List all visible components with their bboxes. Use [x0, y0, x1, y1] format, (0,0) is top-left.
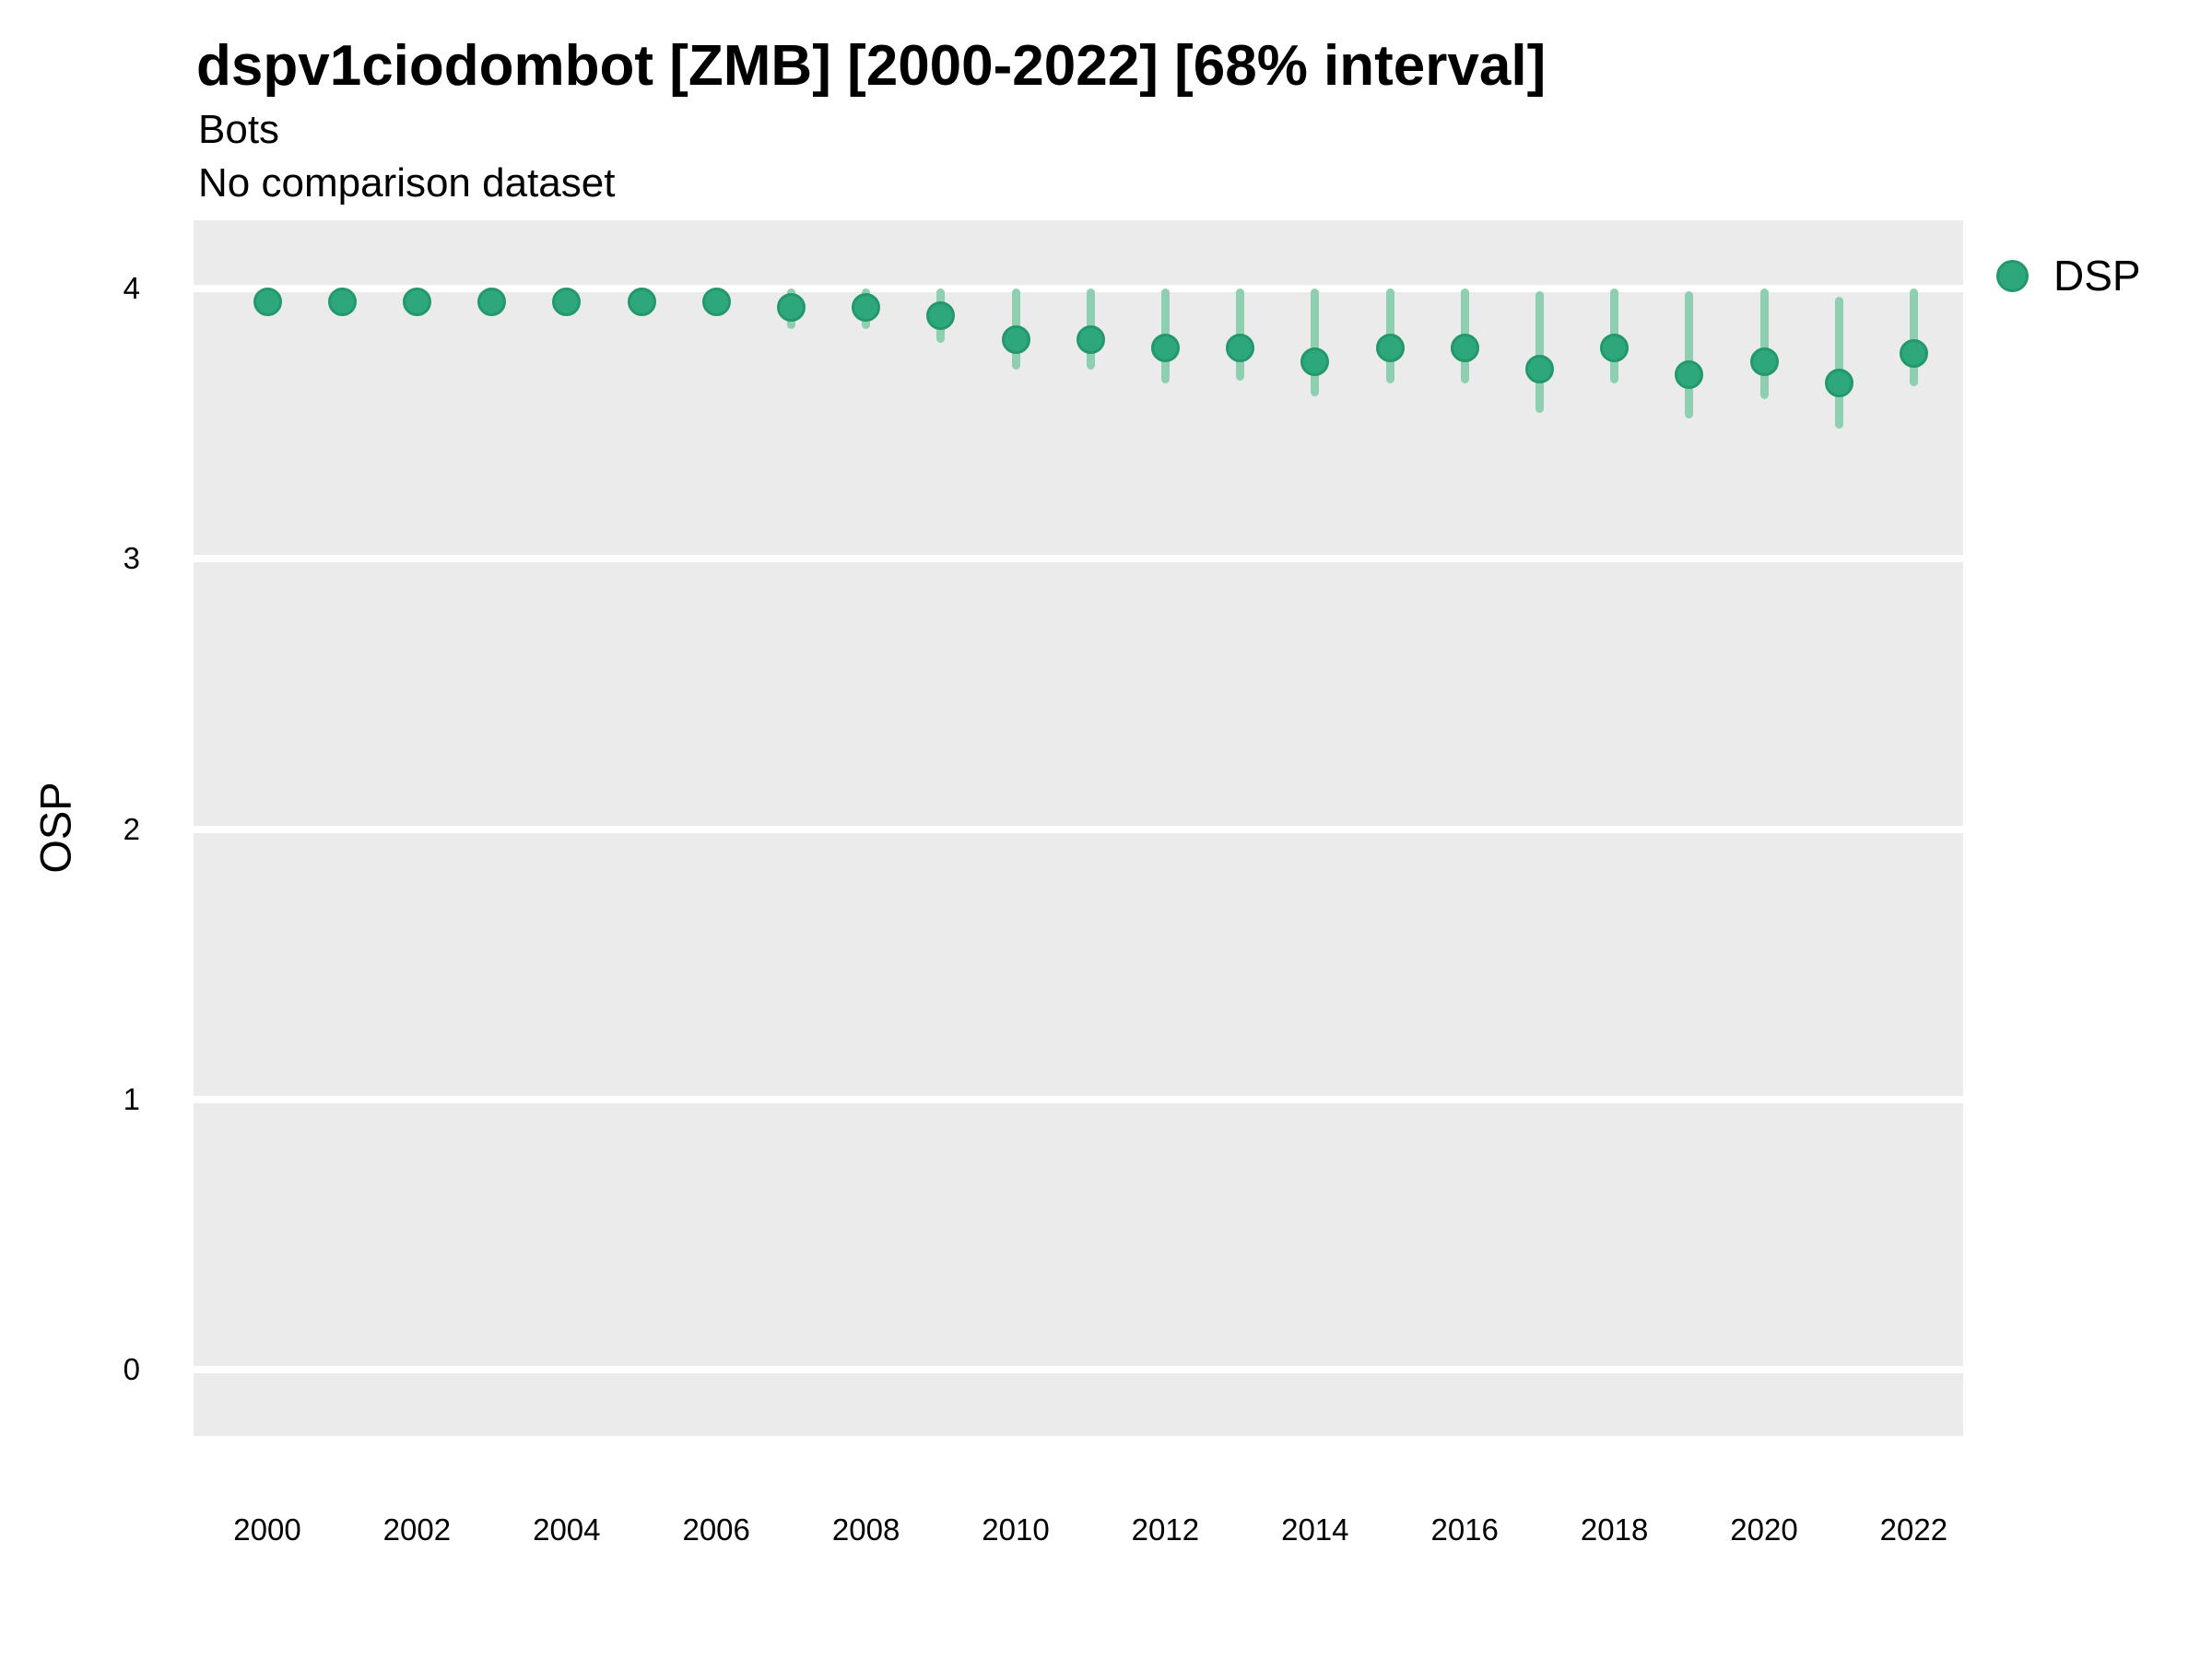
y-tick-0: 0 [123, 1352, 140, 1386]
data-point-2002 [402, 288, 431, 317]
chart-title: dspv1ciodombot [ZMB] [2000-2022] [68% in… [196, 34, 1547, 98]
data-point-2014 [1300, 347, 1330, 376]
data-point-2007 [776, 293, 806, 323]
x-tick-2010: 2010 [982, 1512, 1050, 1547]
gridline-y-3 [194, 555, 1963, 563]
data-point-2012 [1150, 334, 1180, 362]
interval-bar-2021 [1834, 296, 1843, 429]
gridline-y-4 [194, 285, 1963, 292]
x-tick-2012: 2012 [1131, 1512, 1200, 1547]
x-tick-2008: 2008 [831, 1512, 900, 1547]
x-tick-2018: 2018 [1580, 1512, 1649, 1547]
data-point-2022 [1899, 338, 1928, 368]
comparison-caption: No comparison dataset [198, 160, 616, 206]
interval-bar-2019 [1685, 290, 1694, 418]
x-tick-2000: 2000 [233, 1512, 301, 1547]
x-tick-2006: 2006 [682, 1512, 750, 1547]
interval-bar-2022 [1909, 288, 1918, 386]
x-tick-2004: 2004 [533, 1512, 601, 1547]
data-point-2017 [1524, 355, 1554, 384]
data-point-2010 [1001, 325, 1030, 355]
data-point-2005 [627, 288, 656, 317]
data-point-2003 [477, 288, 507, 317]
data-point-2020 [1749, 347, 1779, 376]
data-point-2016 [1450, 334, 1479, 362]
legend-point-icon [1996, 260, 2029, 292]
interval-bar-2014 [1311, 288, 1320, 397]
gridline-y-0 [194, 1366, 1963, 1373]
y-tick-2: 2 [123, 811, 140, 846]
x-tick-2002: 2002 [382, 1512, 452, 1547]
interval-bar-2020 [1759, 288, 1769, 400]
data-point-2004 [552, 288, 582, 317]
y-axis-title: OSP [30, 782, 80, 874]
data-point-2018 [1600, 334, 1630, 362]
data-point-2009 [926, 300, 956, 330]
y-tick-4: 4 [123, 271, 140, 305]
y-tick-3: 3 [123, 541, 140, 576]
chart-subtitle: Bots [198, 107, 280, 152]
interval-bar-2017 [1535, 290, 1544, 413]
x-tick-2016: 2016 [1430, 1512, 1499, 1547]
legend-label: DSP [2053, 252, 2141, 300]
data-point-2011 [1076, 325, 1105, 355]
x-tick-2014: 2014 [1281, 1512, 1349, 1547]
data-point-2013 [1226, 334, 1255, 362]
gridline-y-2 [194, 825, 1963, 833]
x-tick-2020: 2020 [1730, 1512, 1798, 1547]
data-point-2015 [1375, 334, 1405, 362]
data-point-2019 [1675, 360, 1704, 390]
data-point-2001 [327, 288, 357, 317]
data-point-2021 [1824, 369, 1853, 398]
plot-panel [194, 220, 1963, 1436]
x-tick-2022: 2022 [1879, 1512, 1948, 1547]
data-point-2008 [852, 293, 881, 323]
data-point-2000 [253, 288, 282, 317]
y-tick-1: 1 [123, 1081, 140, 1116]
data-point-2006 [701, 288, 731, 317]
gridline-y-1 [194, 1095, 1963, 1103]
